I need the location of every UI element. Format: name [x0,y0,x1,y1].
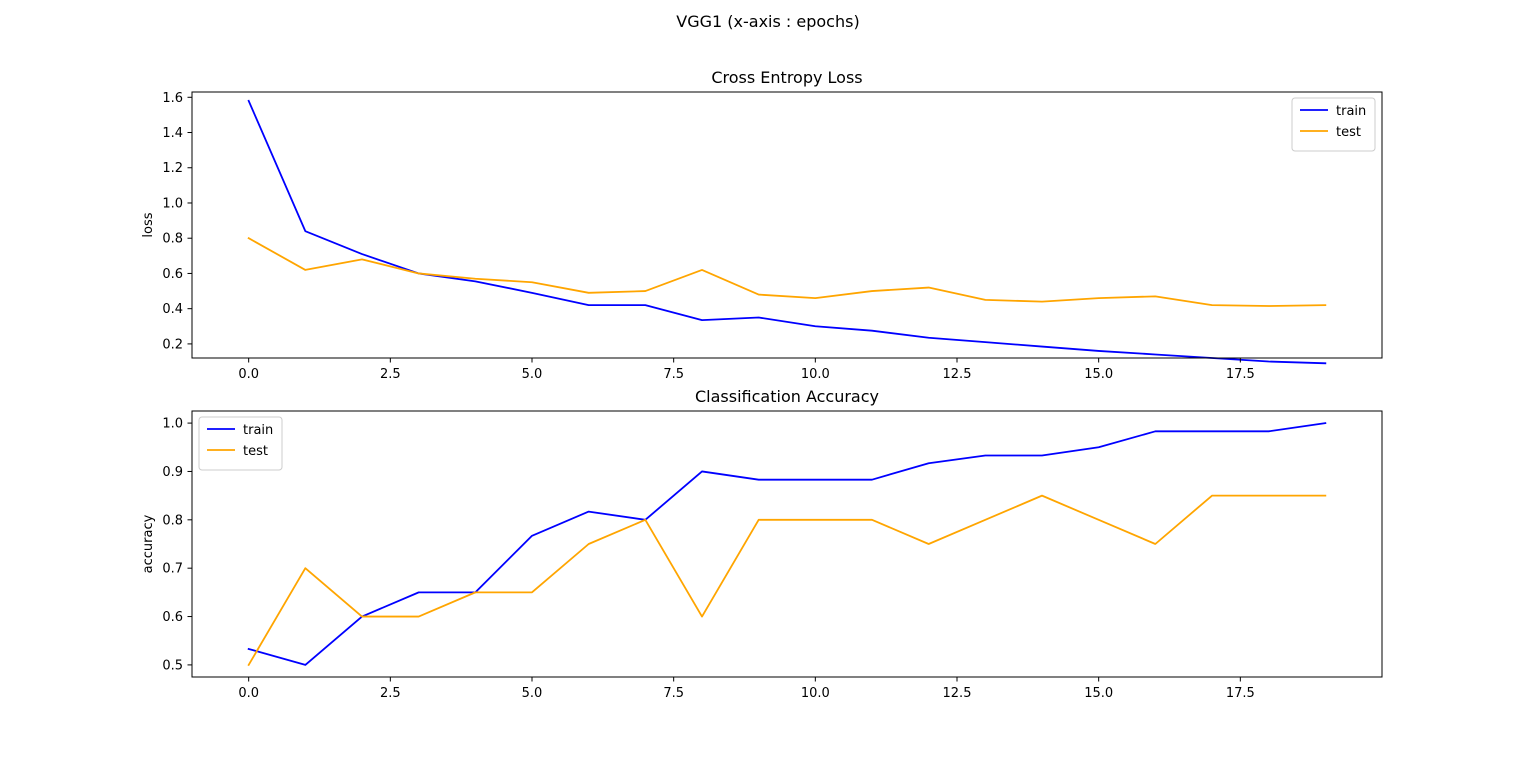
plot-frame [191,91,1383,359]
y-tick-label: 0.5 [162,658,183,673]
chart-panel-2: Classification Accuracy 0.0 2.5 5.0 7.5 10.0 1… [141,387,1383,701]
legend-box [198,416,283,471]
y-tick-label: 0.6 [162,267,183,282]
x-tick-label: 10.0 [801,367,830,382]
x-tick-label: 10.0 [801,686,830,701]
chart-title: Classification Accuracy [695,387,879,406]
x-tick-label: 2.5 [380,367,401,382]
plot-frame [191,410,1383,678]
x-tick-label: 7.5 [663,367,684,382]
y-tick-label: 0.8 [162,232,183,247]
x-tick-label: 17.5 [1226,686,1255,701]
x-tick-label: 12.5 [943,367,972,382]
series-line-test [247,236,1327,307]
series-line-test [247,494,1327,667]
legend-label-train: train [1336,104,1366,119]
y-tick-label: 0.8 [162,513,183,528]
y-tick-label: 0.7 [162,562,183,577]
y-tick-label: 1.2 [162,161,183,176]
series-line-train [247,422,1327,666]
x-tick-label: 0.0 [238,367,259,382]
y-axis-label: accuracy [141,514,156,573]
figure-title: VGG1 (x-axis : epochs) [676,12,860,31]
x-tick-label: 12.5 [943,686,972,701]
y-tick-label: 0.6 [162,610,183,625]
y-axis-label: loss [141,212,156,237]
x-tick-label: 2.5 [380,686,401,701]
legend-label-test: test [243,444,268,459]
x-tick-label: 15.0 [1084,686,1113,701]
y-tick-label: 0.9 [162,465,183,480]
chart-title: Cross Entropy Loss [711,68,862,87]
legend: train test [1291,97,1376,152]
x-tick-label: 7.5 [663,686,684,701]
x-tick-label: 17.5 [1226,367,1255,382]
y-tick-label: 0.2 [162,337,183,352]
y-tick-label: 1.4 [162,126,183,141]
y-tick-label: 1.0 [162,196,183,211]
x-tick-label: 5.0 [522,686,543,701]
legend: train test [198,416,283,471]
y-tick-label: 0.4 [162,302,183,317]
legend-box [1291,97,1376,152]
y-tick-label: 1.0 [162,417,183,432]
chart-panel-1: Cross Entropy Loss 0.0 2.5 5.0 7.5 10.0 12.5 15… [141,68,1383,382]
x-tick-label: 15.0 [1084,367,1113,382]
series-line-train [247,99,1327,365]
x-tick-label: 5.0 [522,367,543,382]
x-tick-label: 0.0 [238,686,259,701]
legend-label-train: train [243,423,273,438]
y-tick-label: 1.6 [162,91,183,106]
legend-label-test: test [1336,125,1361,140]
